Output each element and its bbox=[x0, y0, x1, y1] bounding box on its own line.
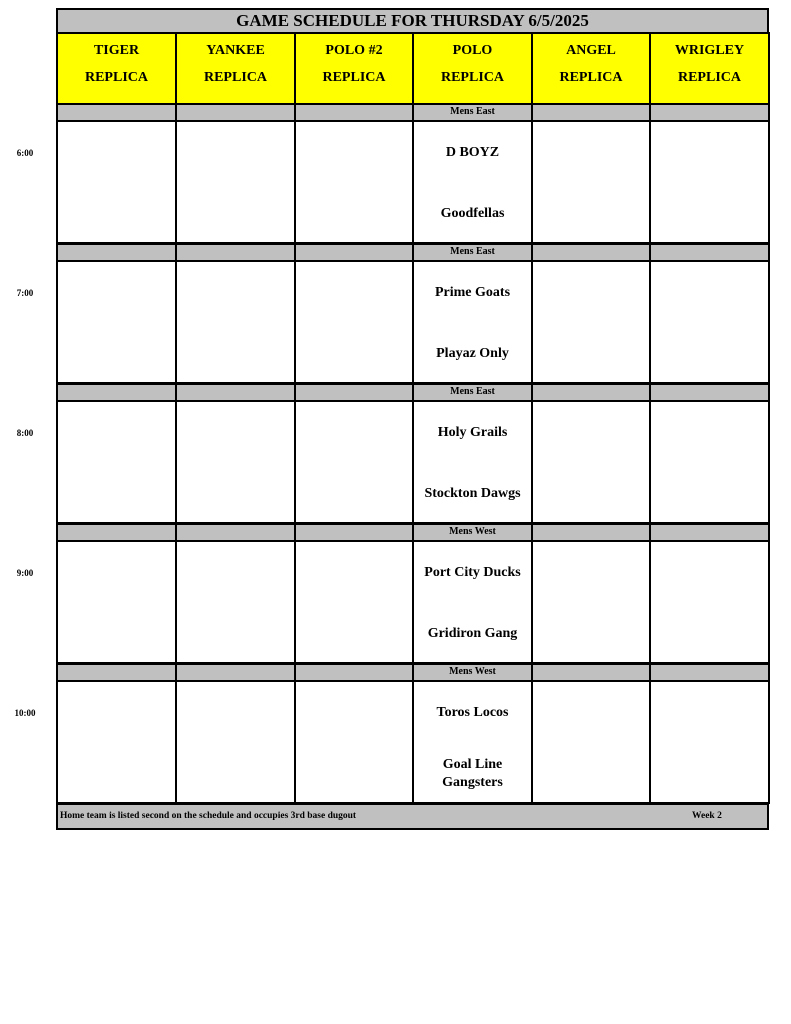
field-header: WRIGLEY REPLICA bbox=[649, 32, 770, 105]
field-name-line2: REPLICA bbox=[322, 70, 386, 85]
game-cell bbox=[175, 120, 296, 244]
field-header: YANKEE REPLICA bbox=[175, 32, 296, 105]
game-cell bbox=[649, 680, 770, 804]
game-cell bbox=[294, 400, 414, 524]
week-label: Week 2 bbox=[692, 811, 722, 821]
away-team: Toros Locos bbox=[436, 705, 509, 720]
field-header: TIGER REPLICA bbox=[56, 32, 177, 105]
game-cell bbox=[56, 120, 177, 244]
game-cell bbox=[175, 400, 296, 524]
game-cell bbox=[649, 120, 770, 244]
field-name-line2: REPLICA bbox=[440, 70, 504, 85]
time-label: 9:00 bbox=[16, 568, 34, 578]
footer: Home team is listed second on the schedu… bbox=[56, 803, 769, 830]
footer-note: Home team is listed second on the schedu… bbox=[60, 811, 357, 821]
game-cell bbox=[56, 400, 177, 524]
field-header: POLO #2 REPLICA bbox=[294, 32, 414, 105]
game-cell bbox=[175, 680, 296, 804]
time-label: 8:00 bbox=[16, 428, 34, 438]
field-name-line2: REPLICA bbox=[84, 70, 148, 85]
away-team: Holy Grails bbox=[437, 425, 508, 440]
field-name-line2: REPLICA bbox=[559, 70, 623, 85]
time-label: 6:00 bbox=[16, 148, 34, 158]
game-cell bbox=[649, 260, 770, 384]
game-cell bbox=[531, 120, 651, 244]
game-cell bbox=[294, 540, 414, 664]
time-label: 7:00 bbox=[16, 288, 34, 298]
field-name-line2: REPLICA bbox=[677, 70, 741, 85]
home-team: Stockton Dawgs bbox=[424, 486, 521, 501]
game-cell: Prime Goats Playaz Only bbox=[412, 260, 533, 384]
home-team: Gridiron Gang bbox=[427, 626, 518, 641]
field-name-line1: TIGER bbox=[93, 43, 140, 58]
field-name-line2: REPLICA bbox=[203, 70, 267, 85]
away-team: Port City Ducks bbox=[424, 565, 521, 580]
game-cell bbox=[531, 540, 651, 664]
away-team: Prime Goats bbox=[434, 285, 511, 300]
field-header: POLO REPLICA bbox=[412, 32, 533, 105]
home-team: Goal Line Gangsters bbox=[442, 757, 503, 790]
game-cell: Port City Ducks Gridiron Gang bbox=[412, 540, 533, 664]
game-cell: Toros Locos Goal Line Gangsters bbox=[412, 680, 533, 804]
game-cell bbox=[531, 400, 651, 524]
game-cell bbox=[56, 260, 177, 384]
game-cell bbox=[649, 540, 770, 664]
field-name-line1: ANGEL bbox=[566, 43, 616, 58]
field-name-line1: YANKEE bbox=[206, 43, 265, 58]
game-cell bbox=[531, 680, 651, 804]
home-team: Goodfellas bbox=[440, 206, 505, 221]
page-title: GAME SCHEDULE FOR THURSDAY 6/5/2025 bbox=[56, 8, 769, 34]
game-cell: Holy Grails Stockton Dawgs bbox=[412, 400, 533, 524]
field-name-line1: WRIGLEY bbox=[674, 43, 745, 58]
game-cell bbox=[175, 260, 296, 384]
field-header: ANGEL REPLICA bbox=[531, 32, 651, 105]
away-team: D BOYZ bbox=[445, 145, 500, 160]
game-cell bbox=[531, 260, 651, 384]
game-cell bbox=[294, 260, 414, 384]
field-name-line1: POLO #2 bbox=[325, 43, 383, 58]
game-cell bbox=[56, 680, 177, 804]
game-cell bbox=[649, 400, 770, 524]
game-cell bbox=[294, 120, 414, 244]
time-label: 10:00 bbox=[14, 708, 36, 718]
game-cell: D BOYZ Goodfellas bbox=[412, 120, 533, 244]
game-cell bbox=[294, 680, 414, 804]
field-name-line1: POLO bbox=[452, 43, 493, 58]
game-cell bbox=[175, 540, 296, 664]
game-cell bbox=[56, 540, 177, 664]
home-team: Playaz Only bbox=[436, 346, 509, 361]
